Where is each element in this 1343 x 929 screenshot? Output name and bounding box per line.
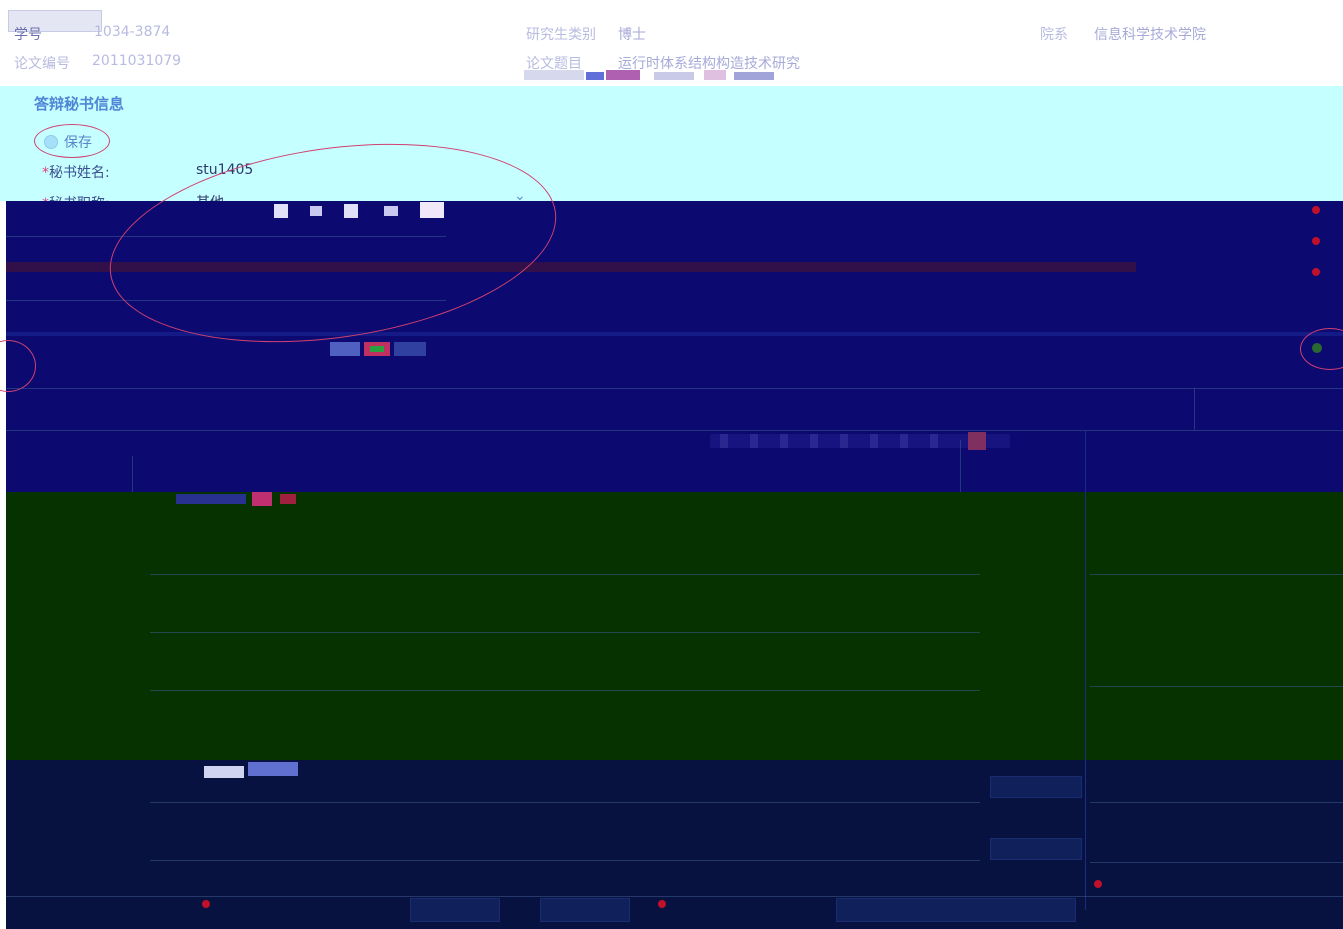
thesis-title-label: 论文题目: [526, 56, 582, 72]
row-divider: [6, 236, 446, 237]
action-button[interactable]: [990, 776, 1082, 798]
status-dot: [1312, 343, 1322, 353]
status-dot: [658, 900, 666, 908]
row-divider: [150, 574, 980, 575]
footer-button[interactable]: [410, 898, 500, 922]
chevron-down-icon[interactable]: ⌄: [514, 188, 526, 204]
row-highlight: [6, 262, 1136, 272]
row-divider: [150, 690, 980, 691]
row-divider: [150, 632, 980, 633]
dept-label: 院系: [1040, 27, 1068, 43]
footer-divider: [6, 896, 1343, 897]
row-divider: [6, 388, 1343, 389]
row-divider: [150, 860, 980, 861]
render-noise-badge: [330, 342, 426, 356]
thesis-no-value: 2011031079: [92, 53, 182, 69]
row-divider: [1090, 862, 1343, 863]
status-dot: [1312, 206, 1320, 214]
student-id-tab[interactable]: [8, 10, 102, 32]
render-noise-bottom: [204, 762, 298, 778]
render-noise-strip: [524, 70, 774, 80]
student-id-label: 学号: [14, 27, 42, 43]
row-divider: [1090, 802, 1343, 803]
thesis-info-bar: 学号 1034-3874 论文编号 2011031079 研究生类别 博士 论文…: [0, 0, 1343, 86]
row-divider: [150, 802, 980, 803]
render-noise-row: [274, 202, 444, 218]
green-content-band: [6, 492, 1343, 760]
secretary-name-value: stu1405: [196, 162, 254, 178]
status-dot: [202, 900, 210, 908]
row-divider: [6, 300, 446, 301]
secretary-panel: [0, 86, 1343, 201]
status-dot: [1094, 880, 1102, 888]
action-button[interactable]: [990, 838, 1082, 860]
section-title: 答辩秘书信息: [34, 95, 125, 113]
grad-type-label: 研究生类别: [526, 27, 596, 43]
footer-button[interactable]: [836, 898, 1076, 922]
dept-value: 信息科学技术学院: [1094, 27, 1206, 43]
col-divider: [1194, 388, 1195, 430]
thesis-no-label: 论文编号: [14, 56, 70, 72]
row-divider: [1090, 686, 1343, 687]
student-id-value: 1034-3874: [94, 24, 171, 40]
footer-button[interactable]: [540, 898, 630, 922]
right-column: [1085, 430, 1343, 910]
thesis-title-value: 运行时体系结构构造技术研究: [618, 56, 800, 72]
annotation-circle-save: [34, 124, 110, 158]
row-divider: [6, 430, 1343, 431]
grad-type-value: 博士: [618, 27, 646, 43]
secretary-name-input[interactable]: stu1405: [190, 160, 350, 182]
bottom-band: [6, 760, 1343, 929]
row-divider: [1090, 574, 1343, 575]
render-noise-green: [176, 492, 296, 506]
status-dot: [1312, 268, 1320, 276]
status-dot: [1312, 237, 1320, 245]
name-field-label: *秘书姓名:: [42, 165, 110, 181]
row-divider: [6, 332, 1343, 336]
render-noise-header: [710, 432, 1010, 450]
